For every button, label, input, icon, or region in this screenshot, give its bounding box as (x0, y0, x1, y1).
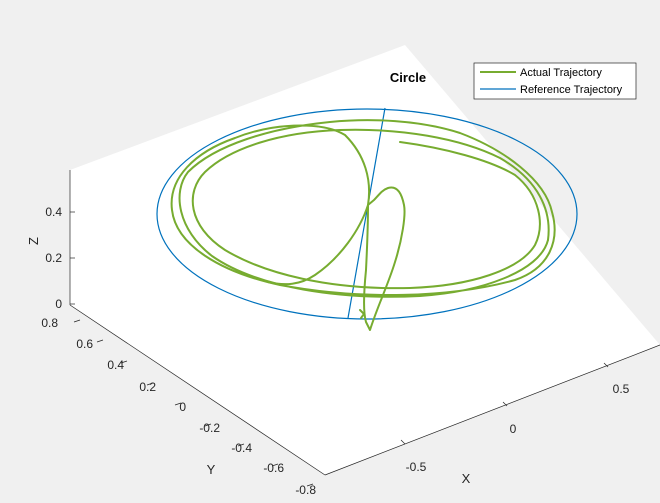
series-actual-trajectory (170, 119, 556, 331)
y-tick-label: -0.6 (263, 461, 284, 475)
z-axis-label: Z (26, 237, 41, 245)
actual-drop-segment (363, 186, 406, 331)
y-tick-label: -0.2 (199, 421, 220, 435)
chart-title: Circle (390, 70, 426, 85)
y-tick-label: 0 (179, 400, 186, 414)
series-reference-trajectory (156, 107, 578, 320)
y-ticks (73, 319, 314, 487)
y-tick-label: -0.8 (295, 483, 316, 497)
actual-end-marker (359, 309, 365, 319)
legend: Actual Trajectory Reference Trajectory (473, 62, 637, 100)
x-tick-label: -0.5 (406, 460, 427, 474)
x-axis-label: X (462, 471, 471, 486)
z-tick-label: 0.4 (45, 205, 62, 219)
axes-background (70, 45, 660, 475)
reference-vertical-segment (347, 107, 386, 319)
actual-loop-outer (170, 119, 556, 298)
y-axis-label: Y (207, 462, 216, 477)
z-ticks (70, 211, 75, 305)
y-tick-label: -0.4 (231, 441, 252, 455)
y-tick-label: 0.4 (107, 358, 124, 372)
z-tick-label: 0.2 (45, 251, 62, 265)
x-tick-label: 0 (510, 422, 517, 436)
y-tick-label: 0.8 (41, 316, 58, 330)
actual-inner-hook (267, 204, 369, 286)
z-tick-label: 0 (55, 297, 62, 311)
y-axis-line (69, 304, 326, 476)
y-tick-label: 0.2 (139, 380, 156, 394)
legend-label-actual: Actual Trajectory (520, 67, 602, 79)
x-axis-line (324, 344, 660, 476)
x-tick-label: 0.5 (613, 382, 630, 396)
x-ticks (400, 362, 609, 445)
y-tick-label: 0.6 (76, 337, 93, 351)
reference-circle (156, 108, 578, 320)
legend-box (473, 62, 637, 100)
legend-label-reference: Reference Trajectory (520, 84, 623, 96)
actual-loop-inner (191, 128, 550, 290)
